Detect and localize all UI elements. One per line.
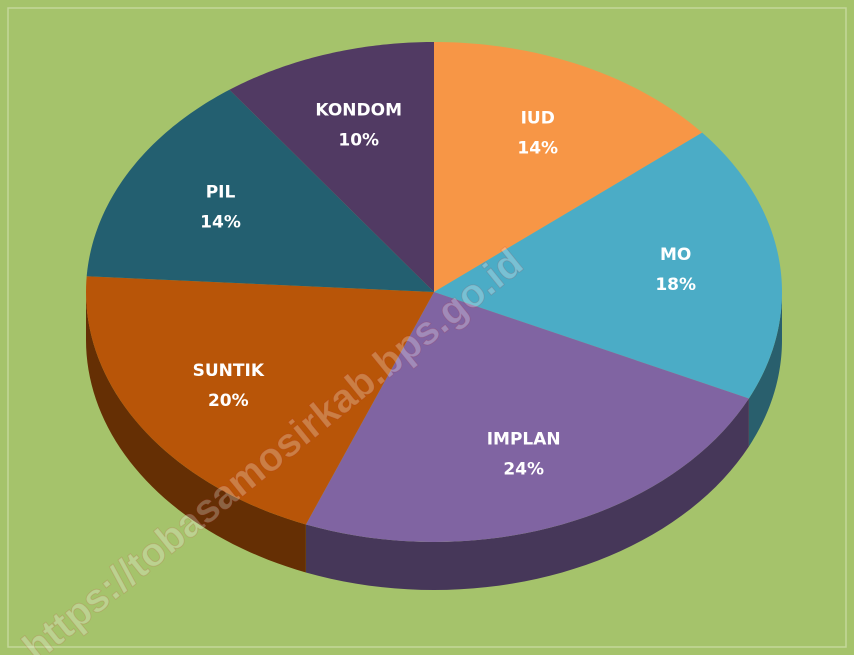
slice <box>86 89 434 292</box>
slice <box>305 292 749 542</box>
slice-value-label: 20% <box>208 391 249 411</box>
slice-value-label: 14% <box>200 213 241 233</box>
frame <box>7 7 847 648</box>
slice-side <box>305 398 749 590</box>
slice-value-label: 10% <box>338 131 379 151</box>
slice <box>434 42 703 292</box>
slice-label: PIL <box>206 183 236 203</box>
slice-label: KONDOM <box>315 101 402 121</box>
slice <box>86 276 434 525</box>
pie: IUD 14% MO 18% IMPLAN 24% SUNTIK 20% PIL 14% KONDO… <box>86 42 782 590</box>
slice-value-label: 14% <box>517 139 558 159</box>
slice-label: IUD <box>521 109 555 129</box>
slice <box>434 132 782 399</box>
slice-value-label: 18% <box>655 275 696 295</box>
slice-value-label: 24% <box>503 460 544 480</box>
slice-label: SUNTIK <box>193 361 265 381</box>
slice-label: MO <box>660 245 691 265</box>
slice-side <box>86 292 306 573</box>
slice-label: IMPLAN <box>487 430 561 450</box>
slice-side <box>748 292 782 447</box>
slice <box>229 42 434 292</box>
